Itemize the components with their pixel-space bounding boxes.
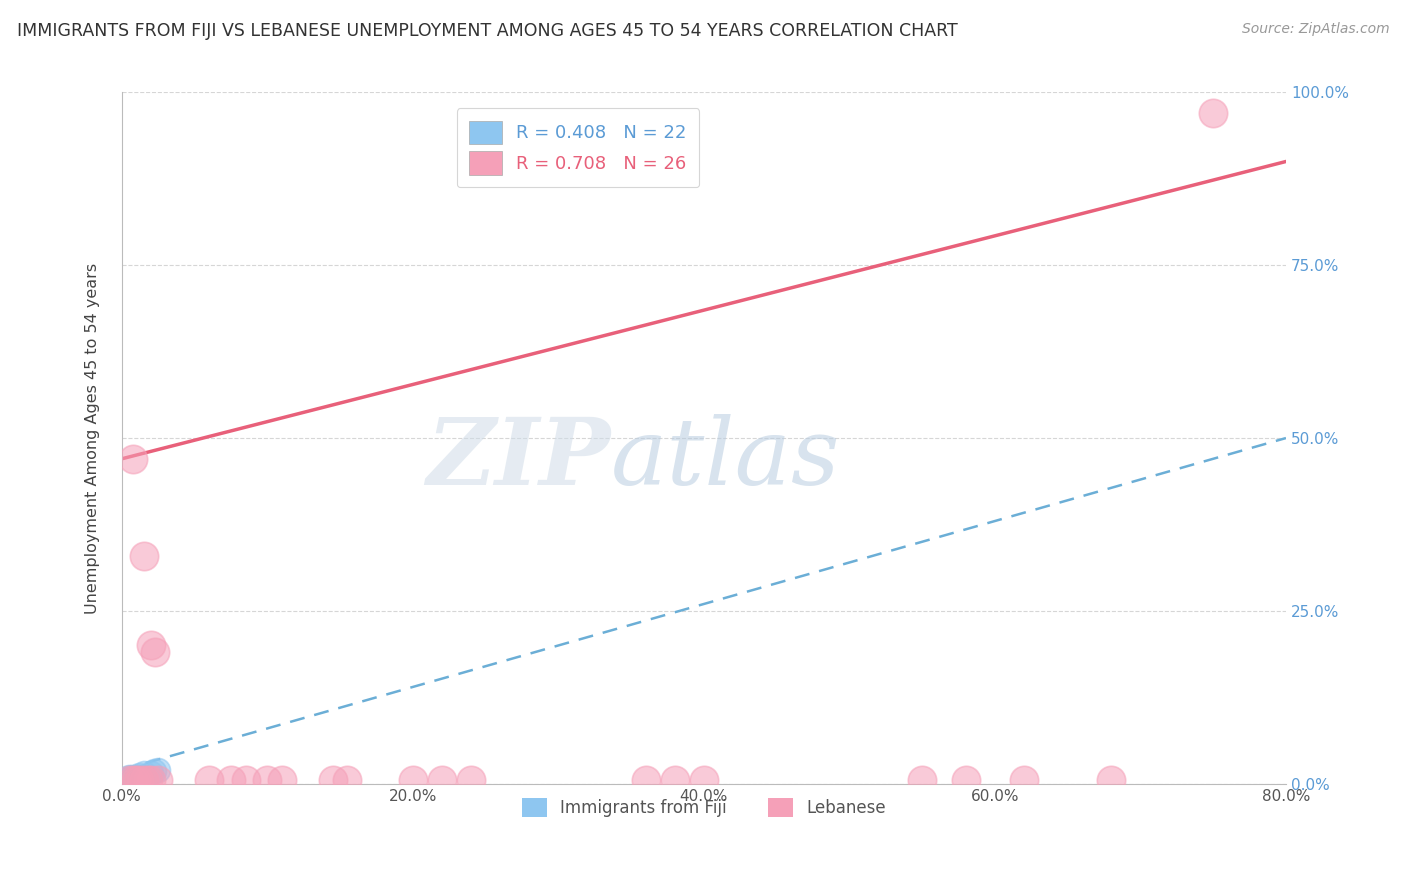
Point bbox=[132, 773, 155, 788]
Text: IMMIGRANTS FROM FIJI VS LEBANESE UNEMPLOYMENT AMONG AGES 45 TO 54 YEARS CORRELAT: IMMIGRANTS FROM FIJI VS LEBANESE UNEMPLO… bbox=[17, 22, 957, 40]
Point bbox=[139, 773, 162, 788]
Point bbox=[128, 773, 150, 788]
Text: atlas: atlas bbox=[610, 414, 841, 504]
Y-axis label: Unemployment Among Ages 45 to 54 years: Unemployment Among Ages 45 to 54 years bbox=[86, 262, 100, 614]
Point bbox=[120, 771, 142, 785]
Point bbox=[634, 773, 657, 788]
Point bbox=[117, 771, 139, 785]
Point bbox=[664, 773, 686, 788]
Point bbox=[1202, 106, 1225, 120]
Point bbox=[955, 773, 977, 788]
Point bbox=[125, 771, 148, 785]
Point bbox=[430, 773, 453, 788]
Point bbox=[402, 773, 425, 788]
Point bbox=[148, 773, 170, 788]
Point bbox=[142, 764, 165, 779]
Point bbox=[125, 773, 148, 788]
Point bbox=[136, 773, 159, 788]
Point bbox=[127, 770, 149, 784]
Point bbox=[139, 766, 162, 780]
Point bbox=[122, 451, 145, 466]
Point bbox=[124, 770, 146, 784]
Point bbox=[118, 770, 141, 784]
Point bbox=[148, 763, 170, 777]
Point bbox=[256, 773, 278, 788]
Point bbox=[198, 773, 221, 788]
Point bbox=[693, 773, 716, 788]
Point bbox=[139, 639, 162, 653]
Point bbox=[219, 773, 242, 788]
Point bbox=[121, 773, 143, 788]
Legend: Immigrants from Fiji, Lebanese: Immigrants from Fiji, Lebanese bbox=[515, 791, 893, 824]
Point bbox=[235, 773, 257, 788]
Point bbox=[143, 645, 166, 659]
Point bbox=[128, 768, 150, 782]
Point bbox=[129, 770, 152, 784]
Point bbox=[121, 770, 143, 784]
Point bbox=[460, 773, 482, 788]
Point bbox=[132, 549, 155, 563]
Point bbox=[911, 773, 934, 788]
Point bbox=[117, 773, 139, 788]
Text: Source: ZipAtlas.com: Source: ZipAtlas.com bbox=[1241, 22, 1389, 37]
Point bbox=[122, 773, 145, 788]
Text: ZIP: ZIP bbox=[426, 414, 610, 504]
Point bbox=[322, 773, 344, 788]
Point bbox=[336, 773, 359, 788]
Point bbox=[118, 773, 141, 788]
Point bbox=[125, 773, 148, 788]
Point bbox=[132, 766, 155, 780]
Point bbox=[122, 771, 145, 785]
Point bbox=[270, 773, 292, 788]
Point bbox=[115, 773, 138, 788]
Point bbox=[120, 773, 142, 788]
Point bbox=[1012, 773, 1035, 788]
Point bbox=[122, 773, 145, 788]
Point bbox=[1099, 773, 1122, 788]
Point bbox=[118, 773, 141, 788]
Point bbox=[114, 773, 136, 788]
